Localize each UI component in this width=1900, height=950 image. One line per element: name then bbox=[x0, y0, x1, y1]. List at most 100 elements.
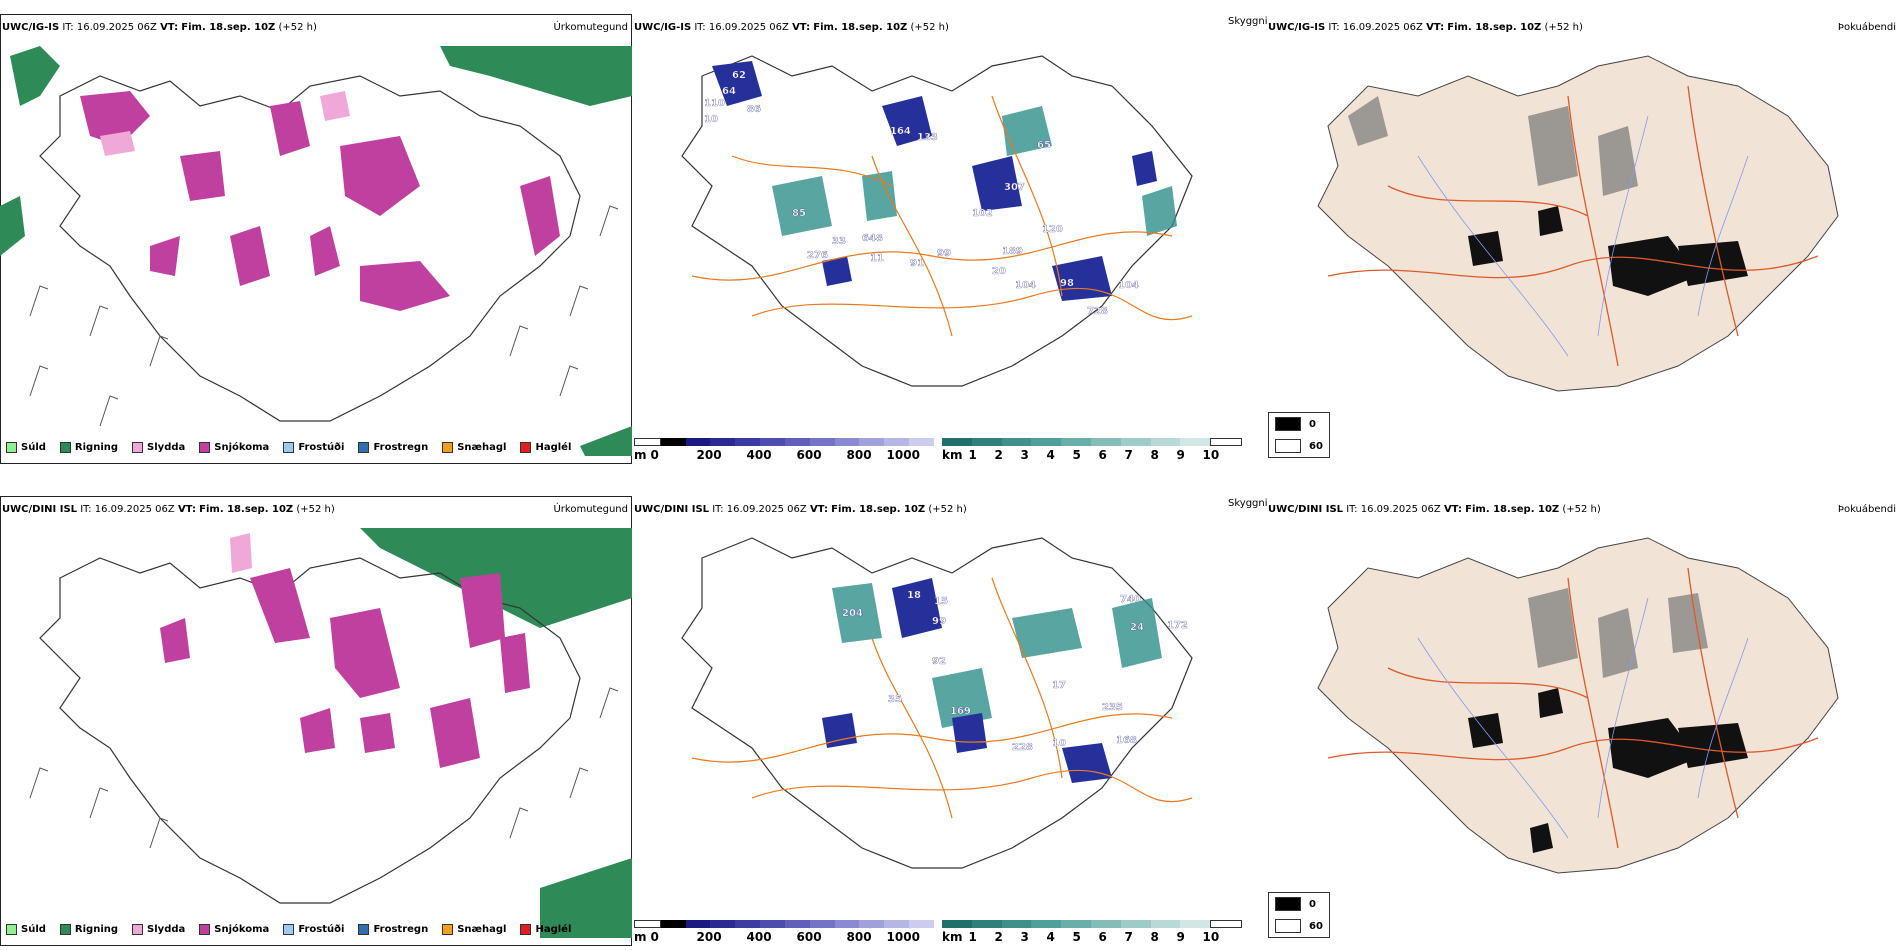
panel-title: UWC/IG-IS IT: 16.09.2025 06Z VT: Fim. 18… bbox=[1268, 22, 1583, 33]
panel-type-label: Skyggni bbox=[1228, 498, 1268, 509]
legend-item: Frostregn bbox=[358, 442, 428, 453]
visibility-value: 104 bbox=[1015, 280, 1036, 291]
visibility-value: 740 bbox=[1120, 594, 1141, 605]
fog-panel-bottom: UWC/DINI ISL IT: 16.09.2025 06Z VT: Fim.… bbox=[1268, 494, 1900, 946]
legend-item: Haglél bbox=[520, 442, 571, 453]
iceland-visibility-map: 62 64 110 86 10 164 133 85 65 307 102 18… bbox=[681, 55, 1193, 387]
legend-item: Rigning bbox=[59, 924, 118, 935]
panel-title: UWC/DINI ISL IT: 16.09.2025 06Z VT: Fim.… bbox=[1268, 504, 1601, 515]
km-colorbar bbox=[942, 920, 1242, 928]
legend-swatch bbox=[520, 924, 532, 935]
visibility-value: 65 bbox=[1037, 140, 1051, 151]
visibility-panel-top: UWC/IG-IS IT: 16.09.2025 06Z VT: Fim. 18… bbox=[632, 12, 1270, 464]
visibility-value: 228 bbox=[1012, 742, 1033, 753]
legend-swatch bbox=[132, 924, 144, 935]
visibility-value: 169 bbox=[950, 706, 971, 717]
visibility-value: 172 bbox=[1167, 620, 1188, 631]
panel-title: UWC/DINI ISL IT: 16.09.2025 06Z VT: Fim.… bbox=[2, 504, 335, 515]
legend-item: Rigning bbox=[59, 442, 118, 453]
panel-type-label: Úrkomutegund bbox=[553, 504, 628, 515]
fog-legend-bottom: 0 60 bbox=[1268, 892, 1330, 938]
legend-swatch bbox=[199, 442, 211, 453]
legend-item: Frostúði bbox=[283, 924, 344, 935]
visibility-value: 17 bbox=[1052, 680, 1066, 691]
legend-swatch bbox=[358, 442, 370, 453]
visibility-value: 18 bbox=[907, 590, 921, 601]
legend-item: Haglél bbox=[520, 924, 571, 935]
visibility-value: 86 bbox=[747, 104, 761, 115]
iceland-precip-map bbox=[0, 46, 632, 456]
iceland-precip-map bbox=[29, 528, 632, 938]
visibility-value: 120 bbox=[1042, 224, 1063, 235]
iceland-fog-map bbox=[1317, 537, 1839, 874]
km-colorbar-labels: km 1 2 3 4 5 6 7 8 9 10 bbox=[942, 930, 1220, 944]
visibility-value: 189 bbox=[1002, 246, 1023, 257]
legend-swatch bbox=[283, 442, 295, 453]
legend-swatch bbox=[442, 924, 454, 935]
visibility-value: 64 bbox=[722, 86, 736, 97]
legend-swatch bbox=[1275, 919, 1301, 933]
precip-legend: Súld Rigning Slydda Snjókoma Frostúði Fr… bbox=[6, 924, 571, 935]
m-colorbar bbox=[634, 920, 934, 928]
panel-type-label: Þokuábendi bbox=[1837, 22, 1896, 33]
legend-swatch bbox=[358, 924, 370, 935]
visibility-value: 164 bbox=[890, 126, 911, 137]
fog-legend-top: 0 60 bbox=[1268, 412, 1330, 458]
visibility-value: 62 bbox=[732, 70, 746, 81]
panel-type-label: Skyggni bbox=[1228, 16, 1268, 27]
legend-swatch bbox=[199, 924, 211, 935]
visibility-panel-bottom: UWC/DINI ISL IT: 16.09.2025 06Z VT: Fim.… bbox=[632, 494, 1270, 946]
panel-type-label: Þokuábendi bbox=[1837, 504, 1896, 515]
visibility-value: 307 bbox=[1004, 182, 1025, 193]
visibility-value: 20 bbox=[992, 266, 1006, 277]
visibility-value: 98 bbox=[1060, 278, 1074, 289]
legend-swatch bbox=[59, 924, 71, 935]
legend-item: Snjókoma bbox=[199, 924, 269, 935]
visibility-value: 276 bbox=[807, 250, 828, 261]
legend-swatch bbox=[1275, 417, 1301, 431]
visibility-value: 10 bbox=[1052, 738, 1066, 749]
visibility-value: 648 bbox=[862, 233, 883, 244]
legend-item: Slydda bbox=[132, 442, 185, 453]
visibility-value: 99 bbox=[937, 248, 951, 259]
legend-item: Súld bbox=[6, 442, 46, 453]
visibility-value: 235 bbox=[1102, 702, 1123, 713]
legend-swatch bbox=[59, 442, 71, 453]
visibility-value: 33 bbox=[832, 236, 846, 247]
visibility-value: 204 bbox=[842, 608, 863, 619]
legend-swatch bbox=[1275, 439, 1301, 453]
visibility-value: 728 bbox=[1087, 306, 1108, 317]
legend-swatch bbox=[442, 442, 454, 453]
visibility-value: 102 bbox=[972, 208, 993, 219]
precip-type-panel-bottom: UWC/DINI ISL IT: 16.09.2025 06Z VT: Fim.… bbox=[0, 494, 632, 946]
precip-type-panel-top: UWC/IG-IS IT: 16.09.2025 06Z VT: Fim. 18… bbox=[0, 12, 632, 464]
legend-swatch bbox=[1275, 897, 1301, 911]
visibility-value: 168 bbox=[1116, 735, 1137, 746]
legend-item: Frostúði bbox=[283, 442, 344, 453]
panel-title: UWC/DINI ISL IT: 16.09.2025 06Z VT: Fim.… bbox=[634, 504, 967, 515]
legend-item: Snæhagl bbox=[442, 924, 506, 935]
visibility-value: 11 bbox=[870, 253, 884, 264]
m-colorbar-labels: m 0 200 400 600 800 1000 bbox=[634, 448, 920, 462]
visibility-value: 15 bbox=[934, 596, 948, 607]
visibility-value: 24 bbox=[1130, 622, 1144, 633]
visibility-value: 10 bbox=[704, 114, 718, 125]
precip-legend: Súld Rigning Slydda Snjókoma Frostúði Fr… bbox=[6, 442, 571, 453]
m-colorbar bbox=[634, 438, 934, 446]
iceland-fog-map bbox=[1317, 55, 1839, 392]
fog-panel-top: UWC/IG-IS IT: 16.09.2025 06Z VT: Fim. 18… bbox=[1268, 12, 1900, 464]
panel-title: UWC/IG-IS IT: 16.09.2025 06Z VT: Fim. 18… bbox=[634, 22, 949, 33]
visibility-value: 133 bbox=[917, 132, 938, 143]
legend-item: Snjókoma bbox=[199, 442, 269, 453]
visibility-value: 110 bbox=[704, 98, 725, 109]
legend-item: Frostregn bbox=[358, 924, 428, 935]
legend-item: Snæhagl bbox=[442, 442, 506, 453]
visibility-value: 85 bbox=[792, 208, 806, 219]
legend-swatch bbox=[520, 442, 532, 453]
legend-item: Súld bbox=[6, 924, 46, 935]
m-colorbar-labels: m 0 200 400 600 800 1000 bbox=[634, 930, 920, 944]
visibility-value: 104 bbox=[1118, 280, 1139, 291]
visibility-value: 35 bbox=[888, 694, 902, 705]
panel-type-label: Úrkomutegund bbox=[553, 22, 628, 33]
legend-swatch bbox=[283, 924, 295, 935]
